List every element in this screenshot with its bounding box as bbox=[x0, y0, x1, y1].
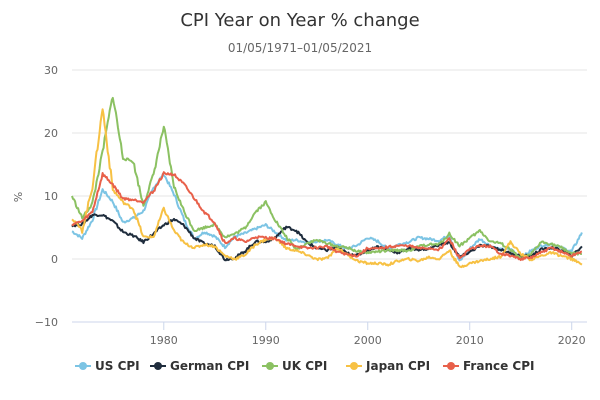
legend-item-us-cpi[interactable]: US CPI bbox=[75, 359, 140, 373]
y-tick-label: 30 bbox=[44, 64, 58, 77]
series-line-japan-cpi[interactable] bbox=[71, 108, 583, 269]
legend-symbol-marker bbox=[266, 362, 274, 370]
series-line-france-cpi[interactable] bbox=[71, 171, 583, 262]
legend-label: France CPI bbox=[463, 359, 534, 373]
legend-symbol-marker bbox=[79, 362, 87, 370]
x-tick-label: 2010 bbox=[456, 334, 484, 347]
y-tick-label: −10 bbox=[35, 316, 58, 329]
chart-title: CPI Year on Year % change bbox=[180, 10, 419, 31]
y-tick-label: 0 bbox=[51, 253, 58, 266]
x-tick-labels: 1980 1990 2000 2010 2020 bbox=[150, 322, 586, 347]
x-tick-label: 2000 bbox=[354, 334, 382, 347]
legend-label: US CPI bbox=[95, 359, 140, 373]
y-tick-label: 20 bbox=[44, 127, 58, 140]
legend-item-uk-cpi[interactable]: UK CPI bbox=[262, 359, 327, 373]
y-tick-label: 10 bbox=[44, 190, 58, 203]
x-tick-label: 1990 bbox=[252, 334, 280, 347]
chart-subtitle: 01/05/1971–01/05/2021 bbox=[228, 41, 372, 55]
series-line-uk-cpi[interactable] bbox=[71, 96, 582, 260]
legend-label: Japan CPI bbox=[365, 359, 430, 373]
legend-symbol-marker bbox=[154, 362, 162, 370]
legend-item-japan-cpi[interactable]: Japan CPI bbox=[346, 359, 430, 373]
legend-symbol-marker bbox=[447, 362, 455, 370]
legend-label: UK CPI bbox=[282, 359, 327, 373]
y-axis-label: % bbox=[12, 192, 25, 202]
legend-item-german-cpi[interactable]: German CPI bbox=[150, 359, 249, 373]
x-tick-label: 2020 bbox=[558, 334, 586, 347]
y-tick-labels: −10 0 10 20 30 bbox=[35, 64, 58, 329]
x-tick-label: 1980 bbox=[150, 334, 178, 347]
legend-item-france-cpi[interactable]: France CPI bbox=[443, 359, 534, 373]
legend-label: German CPI bbox=[170, 359, 249, 373]
series-lines bbox=[71, 96, 583, 269]
legend-symbol-marker bbox=[350, 362, 358, 370]
legend: US CPI German CPI UK CPI Japan CPI France CP… bbox=[75, 359, 534, 373]
